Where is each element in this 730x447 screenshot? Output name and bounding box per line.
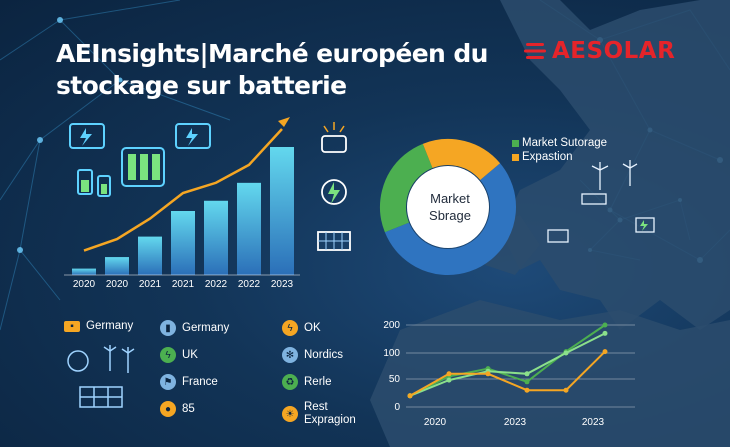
bar-year-label: 2022 (237, 279, 261, 290)
series-line (409, 350, 606, 397)
legend-label: Expastion (522, 151, 573, 163)
y-tick-label: 200 (383, 320, 400, 331)
data-point (407, 393, 413, 399)
list-label: OK (304, 321, 321, 334)
legend-label: Market Sutorage (522, 137, 608, 149)
page-title: AEInsights|Marché européen du stockage s… (56, 39, 488, 100)
series-line (409, 332, 606, 397)
y-tick-label: 50 (389, 374, 401, 385)
list-label: Germany (182, 321, 230, 334)
trend-arrow-icon (278, 117, 290, 127)
flag-icon: ⚑ (160, 374, 176, 390)
bar (138, 236, 162, 275)
battery-icon: ▮ (160, 320, 176, 336)
recycle-wind-solar-icons (67, 345, 135, 408)
line-chart: 200 100 50 0 2020 2023 2023 (383, 320, 635, 428)
battery-icon: ▪ (64, 321, 80, 332)
legend-swatch (512, 153, 519, 161)
recycle-icon: ♻ (282, 374, 298, 390)
bar-year-label: 2023 (270, 279, 294, 290)
list-item: ϟ OK (282, 320, 321, 336)
energy-icons-column (317, 122, 351, 251)
donut-slice (380, 139, 516, 275)
list-label: Germany (86, 320, 134, 332)
bolt-icon: ϟ (160, 347, 176, 363)
legend-item-expansion: Expastion (512, 150, 607, 164)
sun-icon: ☀ (282, 406, 298, 422)
data-point (524, 379, 530, 385)
list-item: ● 85 (160, 401, 195, 417)
legend-item-market: Market Sutorage (512, 136, 607, 150)
data-point (563, 350, 569, 356)
bar (72, 268, 96, 275)
brand-name: AESOLAR (552, 38, 676, 64)
donut-slice (380, 139, 516, 275)
bar-year-label: 2021 (171, 279, 195, 290)
data-point (602, 330, 608, 336)
x-tick-label: 2023 (504, 417, 527, 428)
list-label: Nordics (304, 348, 343, 361)
bar (171, 211, 195, 275)
data-point (563, 387, 569, 393)
battery-icons-cluster (69, 123, 211, 197)
coin-icon: ● (160, 401, 176, 417)
data-point (602, 322, 608, 328)
list-item: ⚑ France (160, 374, 218, 390)
donut-center-label: Market Sbrage (414, 190, 486, 224)
list-item: ♻ Rerle (282, 374, 331, 390)
data-point (602, 349, 608, 355)
list-label: Rest Expragion (304, 401, 356, 426)
bar-year-label: 2020 (72, 279, 96, 290)
data-point (446, 377, 452, 383)
bar-chart (64, 117, 300, 276)
list-label: 85 (182, 402, 195, 415)
donut-label-line2: Sbrage (429, 208, 471, 223)
trend-line (83, 128, 283, 252)
bar (270, 147, 294, 275)
data-point (485, 371, 491, 377)
bar-year-label: 2022 (204, 279, 228, 290)
donut-chart (380, 139, 516, 275)
series-line (409, 324, 606, 397)
bar-year-label: 2021 (138, 279, 162, 290)
list-item: ▮ Germany (160, 320, 229, 336)
bolt-icon: ϟ (282, 320, 298, 336)
y-tick-label: 0 (394, 402, 400, 413)
bar (237, 182, 261, 275)
bar-year-label: 2020 (105, 279, 129, 290)
data-point (446, 371, 452, 377)
brand-mark-icon (524, 43, 546, 59)
list-item-germany-1: ▪ Germany (64, 320, 133, 333)
donut-center (407, 166, 489, 248)
legend-swatch (512, 139, 519, 147)
list-label: UK (182, 348, 198, 361)
list-item: ✻ Nordics (282, 347, 343, 363)
y-tick-label: 100 (383, 348, 400, 359)
data-point (524, 387, 530, 393)
brand-logo: AESOLAR (524, 38, 675, 64)
donut-legend: Market Sutorage Expastion (512, 136, 607, 164)
gear-icon: ✻ (282, 347, 298, 363)
list-label: France (182, 375, 218, 388)
map-icons (547, 160, 655, 243)
list-item: ϟ UK (160, 347, 198, 363)
bar (204, 200, 228, 275)
x-tick-label: 2023 (582, 417, 605, 428)
list-label: Rerle (304, 375, 332, 388)
x-tick-label: 2020 (424, 417, 447, 428)
donut-label-line1: Market (430, 191, 470, 206)
list-item: ☀ Rest Expragion (282, 401, 356, 427)
data-point (524, 371, 530, 377)
bar (105, 257, 129, 275)
